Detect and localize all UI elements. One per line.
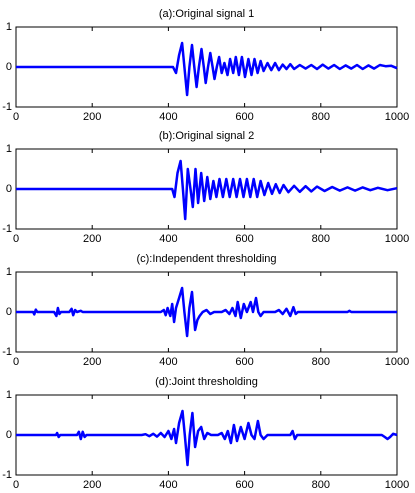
y-tick-label: 0	[6, 183, 12, 195]
x-tick-label: 200	[83, 233, 101, 245]
signal-line	[16, 286, 397, 338]
x-tick-label: 200	[83, 479, 101, 491]
y-tick-label: 1	[6, 389, 12, 401]
x-tick-label: 200	[83, 111, 101, 123]
signal-line	[16, 159, 398, 221]
y-tick-label: 0	[6, 429, 12, 441]
x-tick-label: 1000	[385, 111, 409, 123]
y-tick-label: 1	[6, 143, 12, 155]
x-tick-label: 1000	[385, 356, 409, 368]
x-tick-label: 800	[312, 233, 330, 245]
x-tick-label: 600	[235, 233, 253, 245]
y-tick-label: 0	[6, 306, 12, 318]
signal-line	[16, 41, 398, 97]
x-tick-label: 0	[13, 479, 19, 491]
x-tick-label: 600	[235, 356, 253, 368]
y-tick-label: 1	[6, 266, 12, 278]
x-tick-label: 800	[312, 356, 330, 368]
subplot-title: (c):Independent thresholding	[136, 253, 276, 265]
x-tick-label: 400	[159, 111, 177, 123]
x-tick-label: 800	[312, 479, 330, 491]
y-tick-label: -1	[2, 101, 12, 113]
y-tick-label: -1	[2, 223, 12, 235]
x-tick-label: 0	[13, 356, 19, 368]
x-tick-label: 1000	[385, 233, 409, 245]
x-tick-label: 1000	[385, 479, 409, 491]
y-tick-label: -1	[2, 469, 12, 481]
x-tick-label: 800	[312, 111, 330, 123]
y-tick-label: 1	[6, 21, 12, 33]
x-tick-label: 200	[83, 356, 101, 368]
x-tick-label: 600	[235, 479, 253, 491]
subplot-title: (d):Joint thresholding	[155, 376, 258, 388]
subplot-title: (a):Original signal 1	[159, 8, 254, 20]
x-tick-label: 0	[13, 111, 19, 123]
x-tick-label: 400	[159, 356, 177, 368]
x-tick-label: 400	[159, 479, 177, 491]
x-tick-label: 0	[13, 233, 19, 245]
signal-line	[16, 409, 398, 467]
x-tick-label: 400	[159, 233, 177, 245]
subplot-title: (b):Original signal 2	[159, 130, 254, 142]
y-tick-label: 0	[6, 61, 12, 73]
x-tick-label: 600	[235, 111, 253, 123]
y-tick-label: -1	[2, 346, 12, 358]
